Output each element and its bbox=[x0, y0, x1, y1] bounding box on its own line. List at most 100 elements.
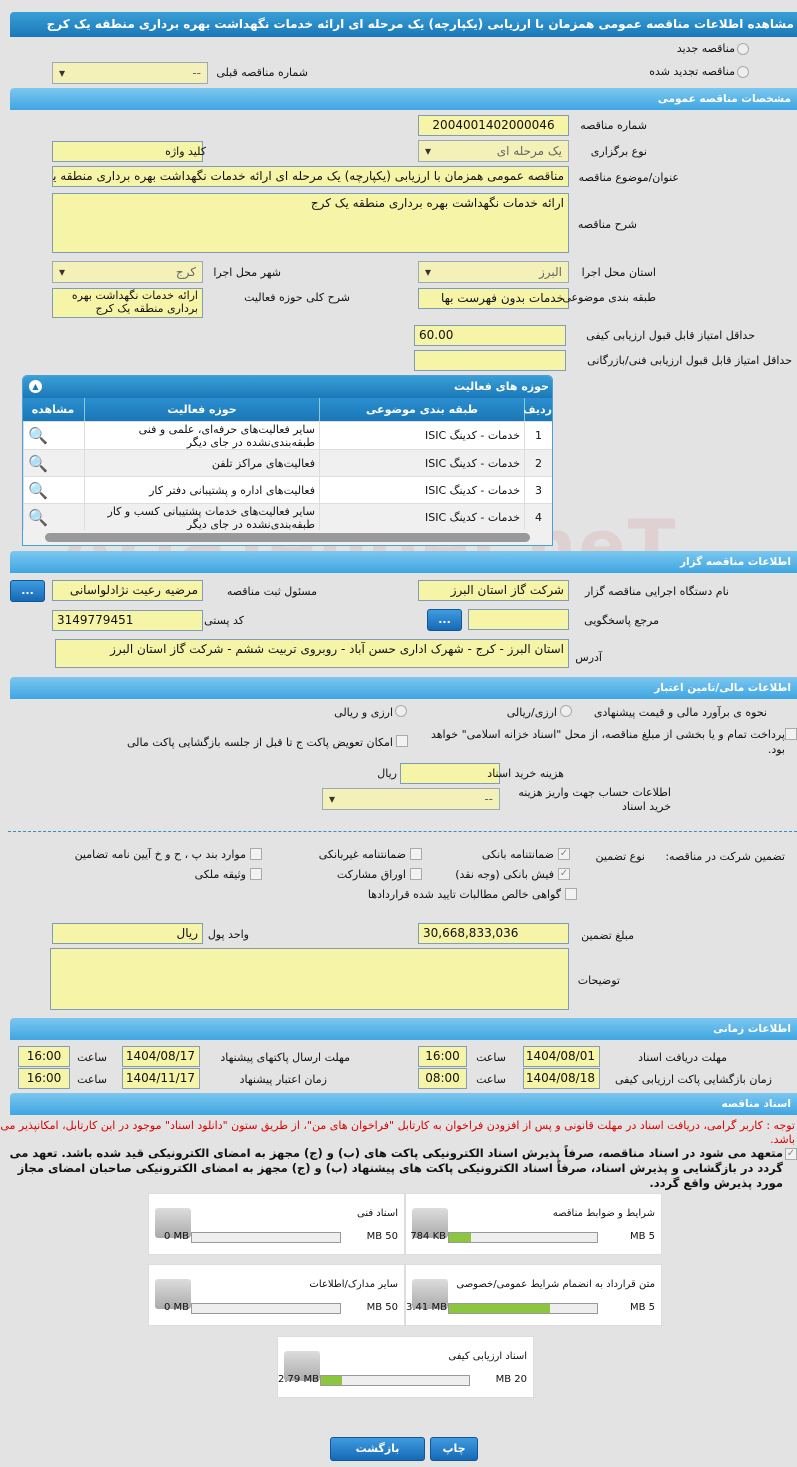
document-size: 0 MB bbox=[163, 1231, 189, 1242]
province-label: استان محل اجرا bbox=[581, 266, 656, 279]
table-row: 3 خدمات - کدینگ ISIC فعالیت‌های اداره و … bbox=[23, 476, 552, 503]
table-row: 4 خدمات - کدینگ ISIC سایر فعالیت‌های خدم… bbox=[23, 503, 552, 531]
reference-more-button[interactable]: ... bbox=[427, 609, 462, 631]
collapse-icon[interactable]: ▲ bbox=[29, 380, 42, 393]
guarantee-checkbox[interactable] bbox=[565, 888, 577, 900]
postal-code-label: کد پستی bbox=[204, 614, 244, 627]
registrar-field[interactable]: مرضیه رعیت نژادلواسانی bbox=[52, 580, 203, 601]
col-header-category: طبقه بندی موضوعی bbox=[319, 398, 524, 421]
row-view[interactable]: 🔍 bbox=[23, 477, 84, 503]
section-timing: اطلاعات زمانی bbox=[10, 1018, 797, 1040]
description-label: شرح مناقصه bbox=[577, 218, 637, 231]
doc-fee-field[interactable] bbox=[400, 763, 500, 784]
document-box[interactable]: سایر مدارک/اطلاعات 50 MB 0 MB bbox=[148, 1264, 405, 1326]
address-field[interactable]: استان البرز - کرج - شهرک اداری حسن آباد … bbox=[55, 639, 569, 668]
row-area: سایر فعالیت‌های حرفه‌ای، علمی و فنی طبقه… bbox=[84, 422, 319, 449]
rial-radio[interactable] bbox=[560, 705, 572, 717]
document-name: سایر مدارک/اطلاعات bbox=[309, 1279, 398, 1290]
document-box[interactable]: شرایط و ضوابط مناقصه 5 MB 784 KB bbox=[405, 1193, 662, 1255]
tender-number-field[interactable]: 2004001402000046 bbox=[418, 115, 569, 136]
fx-rial-radio[interactable] bbox=[395, 705, 407, 717]
prev-number-select[interactable]: -- bbox=[52, 62, 208, 84]
min-quality-field[interactable]: 60.00 bbox=[414, 325, 566, 346]
notes-label: توضیحات bbox=[577, 974, 620, 987]
min-tech-field[interactable] bbox=[414, 350, 566, 371]
doc-fee-label: هزینه خرید اسناد bbox=[487, 767, 564, 780]
reference-field[interactable] bbox=[468, 609, 569, 630]
account-select[interactable]: -- bbox=[322, 788, 500, 810]
type-select[interactable]: یک مرحله ای bbox=[418, 140, 569, 162]
keyword-field[interactable] bbox=[52, 141, 203, 162]
treasury-checkbox[interactable] bbox=[785, 728, 797, 740]
row-view[interactable]: 🔍 bbox=[23, 504, 84, 531]
guarantee-checkbox[interactable]: ✓ bbox=[558, 868, 570, 880]
agency-field[interactable]: شرکت گاز استان البرز bbox=[418, 580, 569, 601]
postal-code-field[interactable]: 3149779451 bbox=[52, 610, 203, 631]
document-size-bar bbox=[448, 1303, 598, 1314]
guarantee-checkbox[interactable] bbox=[250, 868, 262, 880]
row-category: خدمات - کدینگ ISIC bbox=[319, 504, 524, 531]
magnifier-icon[interactable]: 🔍 bbox=[28, 480, 48, 500]
section-general: مشخصات مناقصه عمومی bbox=[10, 88, 797, 110]
scope-label: شرح کلی حوزه فعالیت bbox=[244, 291, 350, 304]
fx-rial-label: ارزی و ریالی bbox=[334, 706, 393, 719]
table-row: 1 خدمات - کدینگ ISIC سایر فعالیت‌های حرف… bbox=[23, 421, 552, 449]
open-time-field[interactable]: 08:00 bbox=[418, 1068, 467, 1089]
document-box[interactable]: اسناد ارزیابی کیفی 20 MB 2.79 MB bbox=[277, 1336, 534, 1398]
guarantee-amount-field[interactable]: 30,668,833,036 bbox=[418, 923, 569, 944]
swap-checkbox[interactable] bbox=[396, 735, 408, 747]
pledge-checkbox[interactable]: ✓ bbox=[785, 1148, 797, 1160]
print-button[interactable]: چاپ bbox=[430, 1437, 478, 1461]
guarantee-checkbox[interactable] bbox=[410, 848, 422, 860]
row-area: سایر فعالیت‌های خدمات پشتیبانی کسب و کار… bbox=[84, 504, 319, 531]
city-select[interactable]: کرج bbox=[52, 261, 203, 283]
guarantee-checkbox[interactable] bbox=[410, 868, 422, 880]
min-tech-label: حداقل امتیاز قابل قبول ارزیابی فنی/بازرگ… bbox=[587, 354, 792, 367]
row-number: 2 bbox=[524, 450, 552, 476]
province-select[interactable]: البرز bbox=[418, 261, 569, 283]
open-date-field[interactable]: 1404/08/18 bbox=[523, 1068, 600, 1089]
guarantee-checkbox[interactable] bbox=[250, 848, 262, 860]
submit-date-field[interactable]: 1404/08/17 bbox=[122, 1046, 200, 1067]
horizontal-scrollbar[interactable] bbox=[23, 530, 552, 545]
valid-hour-label: ساعت bbox=[77, 1073, 107, 1086]
magnifier-icon[interactable]: 🔍 bbox=[28, 453, 48, 473]
currency-field[interactable]: ریال bbox=[52, 923, 203, 944]
new-tender-radio[interactable] bbox=[737, 43, 749, 55]
registrar-more-button[interactable]: ... bbox=[10, 580, 45, 602]
scope-field[interactable]: ارائه خدمات نگهداشت بهره برداری منطقه یک… bbox=[52, 288, 203, 318]
description-field[interactable]: ارائه خدمات نگهداشت بهره برداری منطقه یک… bbox=[52, 193, 569, 253]
category-field[interactable]: خدمات بدون فهرست بها bbox=[418, 288, 569, 309]
receive-time-field[interactable]: 16:00 bbox=[418, 1046, 467, 1067]
row-category: خدمات - کدینگ ISIC bbox=[319, 450, 524, 476]
row-view[interactable]: 🔍 bbox=[23, 450, 84, 476]
prev-number-label: شماره مناقصه قبلی bbox=[216, 66, 308, 79]
document-max: 5 MB bbox=[629, 1302, 655, 1313]
document-box[interactable]: متن قرارداد به انضمام شرایط عمومی/خصوصی … bbox=[405, 1264, 662, 1326]
guarantee-option-label: فیش بانکی (وجه نقد) bbox=[455, 868, 554, 881]
row-view[interactable]: 🔍 bbox=[23, 422, 84, 449]
scrollbar-thumb[interactable] bbox=[45, 533, 530, 542]
subject-field[interactable]: مناقصه عمومی همزمان با ارزیابی (یکپارچه)… bbox=[52, 166, 569, 187]
folder-icon bbox=[412, 1279, 448, 1309]
guarantee-checkbox[interactable]: ✓ bbox=[558, 848, 570, 860]
magnifier-icon[interactable]: 🔍 bbox=[28, 426, 48, 445]
receive-date-field[interactable]: 1404/08/01 bbox=[523, 1046, 600, 1067]
open-hour-label: ساعت bbox=[476, 1073, 506, 1086]
document-size: 2.79 MB bbox=[278, 1374, 319, 1385]
row-area: فعالیت‌های اداره و پشتیبانی دفتر کار bbox=[84, 477, 319, 503]
valid-date-field[interactable]: 1404/11/17 bbox=[122, 1068, 200, 1089]
back-button[interactable]: بازگشت bbox=[330, 1437, 425, 1461]
tender-number-label: شماره مناقصه bbox=[580, 119, 647, 132]
valid-time-field[interactable]: 16:00 bbox=[18, 1068, 70, 1089]
renewed-tender-radio[interactable] bbox=[737, 66, 749, 78]
open-label: زمان بازگشایی پاکت ارزیابی کیفی bbox=[614, 1073, 772, 1086]
section-organizer: اطلاعات مناقصه گزار bbox=[10, 551, 797, 573]
document-box[interactable]: اسناد فنی 50 MB 0 MB bbox=[148, 1193, 405, 1255]
submit-time-field[interactable]: 16:00 bbox=[18, 1046, 70, 1067]
magnifier-icon[interactable]: 🔍 bbox=[28, 508, 48, 527]
activities-grid: حوزه های فعالیت ▲ ردیف طبقه بندی موضوعی … bbox=[22, 375, 553, 546]
notes-field[interactable] bbox=[50, 948, 569, 1010]
guarantee-option-label: گواهی خالص مطالبات تایید شده قراردادها bbox=[367, 888, 561, 901]
col-header-row: ردیف bbox=[523, 398, 552, 421]
